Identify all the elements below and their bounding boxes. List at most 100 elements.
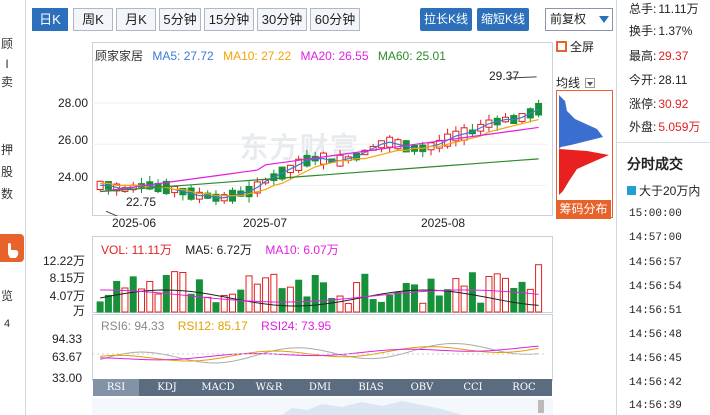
high-price-note: 29.37 [489, 69, 520, 83]
vol-y-tick: 8.15万 [49, 271, 85, 285]
divider [617, 142, 710, 143]
left-sidebar-strip: 顾 I 卖 押 股 数 览 4 [0, 0, 26, 415]
left-strip-char: 股 [0, 165, 13, 179]
volume-bar [295, 279, 303, 313]
rsi-y-tick: 63.67 [51, 350, 82, 364]
stretch-k-button[interactable]: 拉长K线 [420, 8, 472, 31]
avg-line-label: 均线 [556, 76, 581, 90]
tab-daily-k[interactable]: 日K [32, 8, 68, 31]
ma10-legend: MA10: 27.22 [223, 49, 292, 63]
rsi-legend: RSI6: 94.33 RSI12: 85.17 RSI24: 73.95 [101, 319, 331, 333]
volume-bar [245, 275, 253, 313]
range-slider[interactable] [92, 398, 553, 415]
volume-bar [477, 302, 485, 313]
rsi-y-tick: 94.33 [51, 332, 82, 346]
fullscreen-button[interactable]: 全屏 [556, 38, 594, 55]
shrink-k-button[interactable]: 缩短K线 [477, 8, 529, 31]
y-tick-label: 24.00 [57, 170, 88, 184]
ma-line-ma20 [100, 126, 539, 193]
indicator-tab-bar: RSI KDJ MACD W&R DMI BIAS OBV CCI ROC [93, 379, 552, 396]
trade-filter-label: 大于20万内 [639, 184, 701, 198]
trade-time: 14:56:48 [629, 329, 682, 341]
rsi-line-0 [99, 342, 539, 364]
vol-ma5-legend: MA5: 6.72万 [185, 243, 252, 257]
volume-bar [253, 283, 261, 313]
candle-body [535, 102, 543, 116]
vol-legend: VOL: 11.11万 [101, 243, 172, 257]
rsi12-legend: RSI12: 85.17 [177, 319, 248, 333]
tab-bias[interactable]: BIAS [358, 382, 384, 393]
expand-icon [556, 41, 567, 52]
volume-bar [303, 296, 311, 313]
quote-value: 28.11 [658, 73, 688, 87]
volume-bar [452, 278, 460, 313]
avg-line-toggle[interactable]: 均线 [556, 74, 596, 91]
volume-bar [361, 273, 369, 313]
rsi-line-2 [100, 345, 539, 361]
volume-bar [427, 278, 435, 313]
volume-bar [336, 295, 344, 313]
x-tick-label: 2025-08 [421, 216, 466, 230]
tab-30min[interactable]: 30分钟 [257, 8, 307, 31]
left-strip-char: 数 [0, 187, 13, 201]
volume-bar [444, 289, 452, 313]
rsi-chart [92, 342, 547, 364]
high-pointer [508, 76, 537, 79]
ma60-legend: MA60: 25.01 [377, 49, 446, 63]
quote-row-outer: 外盘: 5.059万 [629, 118, 700, 135]
tab-roc[interactable]: ROC [512, 382, 536, 393]
low-pointer [105, 210, 119, 216]
chevron-down-icon [599, 16, 609, 23]
trade-time: 14:56:39 [629, 400, 682, 412]
tab-dmi[interactable]: DMI [308, 382, 332, 393]
tab-weekly-k[interactable]: 周K [73, 8, 113, 31]
volume-bar [344, 302, 352, 313]
volume-bar [411, 284, 418, 313]
volume-bar [419, 302, 427, 313]
trade-time: 14:56:45 [629, 353, 682, 365]
filter-swatch-icon [627, 186, 636, 195]
volume-bar [526, 288, 534, 313]
volume-bar [212, 302, 220, 313]
y-tick-label: 26.00 [57, 133, 88, 147]
trade-filter[interactable]: 大于20万内 [627, 182, 700, 199]
adjust-rights-select[interactable]: 前复权 [545, 8, 613, 31]
vol-ma10-line [100, 289, 539, 303]
ma-line-ma60 [100, 158, 539, 193]
tab-60min[interactable]: 60分钟 [310, 8, 360, 31]
volume-bar [220, 294, 228, 313]
hand-pointer-icon[interactable] [0, 234, 24, 262]
quote-value: 29.37 [658, 49, 689, 63]
quote-row-limit-up: 涨停: 30.92 [629, 95, 688, 112]
rsi24-legend: RSI24: 73.95 [261, 319, 332, 333]
left-strip-char: I [5, 57, 9, 71]
tab-obv[interactable]: OBV [410, 382, 434, 393]
adjust-rights-value: 前复权 [550, 12, 587, 26]
tab-5min[interactable]: 5分钟 [159, 8, 201, 31]
left-strip-char: 押 [0, 143, 13, 157]
volume-bar [187, 293, 195, 313]
tab-macd[interactable]: MACD [201, 382, 235, 393]
volume-bar [402, 283, 410, 313]
ma5-legend: MA5: 27.72 [152, 49, 214, 63]
quote-row-high: 最高: 29.37 [629, 47, 688, 64]
tab-cci[interactable]: CCI [463, 382, 483, 393]
volume-bar [502, 277, 509, 313]
tab-kdj[interactable]: KDJ [157, 382, 177, 393]
rsi6-legend: RSI6: 94.33 [101, 319, 165, 333]
chip-distribution-button[interactable]: 筹码分布 [556, 200, 611, 219]
volume-bar [320, 282, 327, 313]
quote-row-open: 今开: 28.11 [629, 71, 687, 88]
volume-bar [121, 287, 129, 313]
volume-bar [377, 301, 385, 313]
chevron-down-icon [585, 78, 596, 88]
tab-monthly-k[interactable]: 月K [116, 8, 156, 31]
left-strip-char: 卖 [0, 75, 13, 89]
trade-time: 14:56:42 [629, 377, 682, 389]
volume-bar [394, 291, 402, 313]
tab-rsi[interactable]: RSI [93, 379, 139, 396]
tab-15min[interactable]: 15分钟 [204, 8, 254, 31]
quote-label: 最高: [629, 49, 657, 63]
tab-wr[interactable]: W&R [255, 382, 283, 393]
ma-line-ma10 [100, 118, 539, 197]
